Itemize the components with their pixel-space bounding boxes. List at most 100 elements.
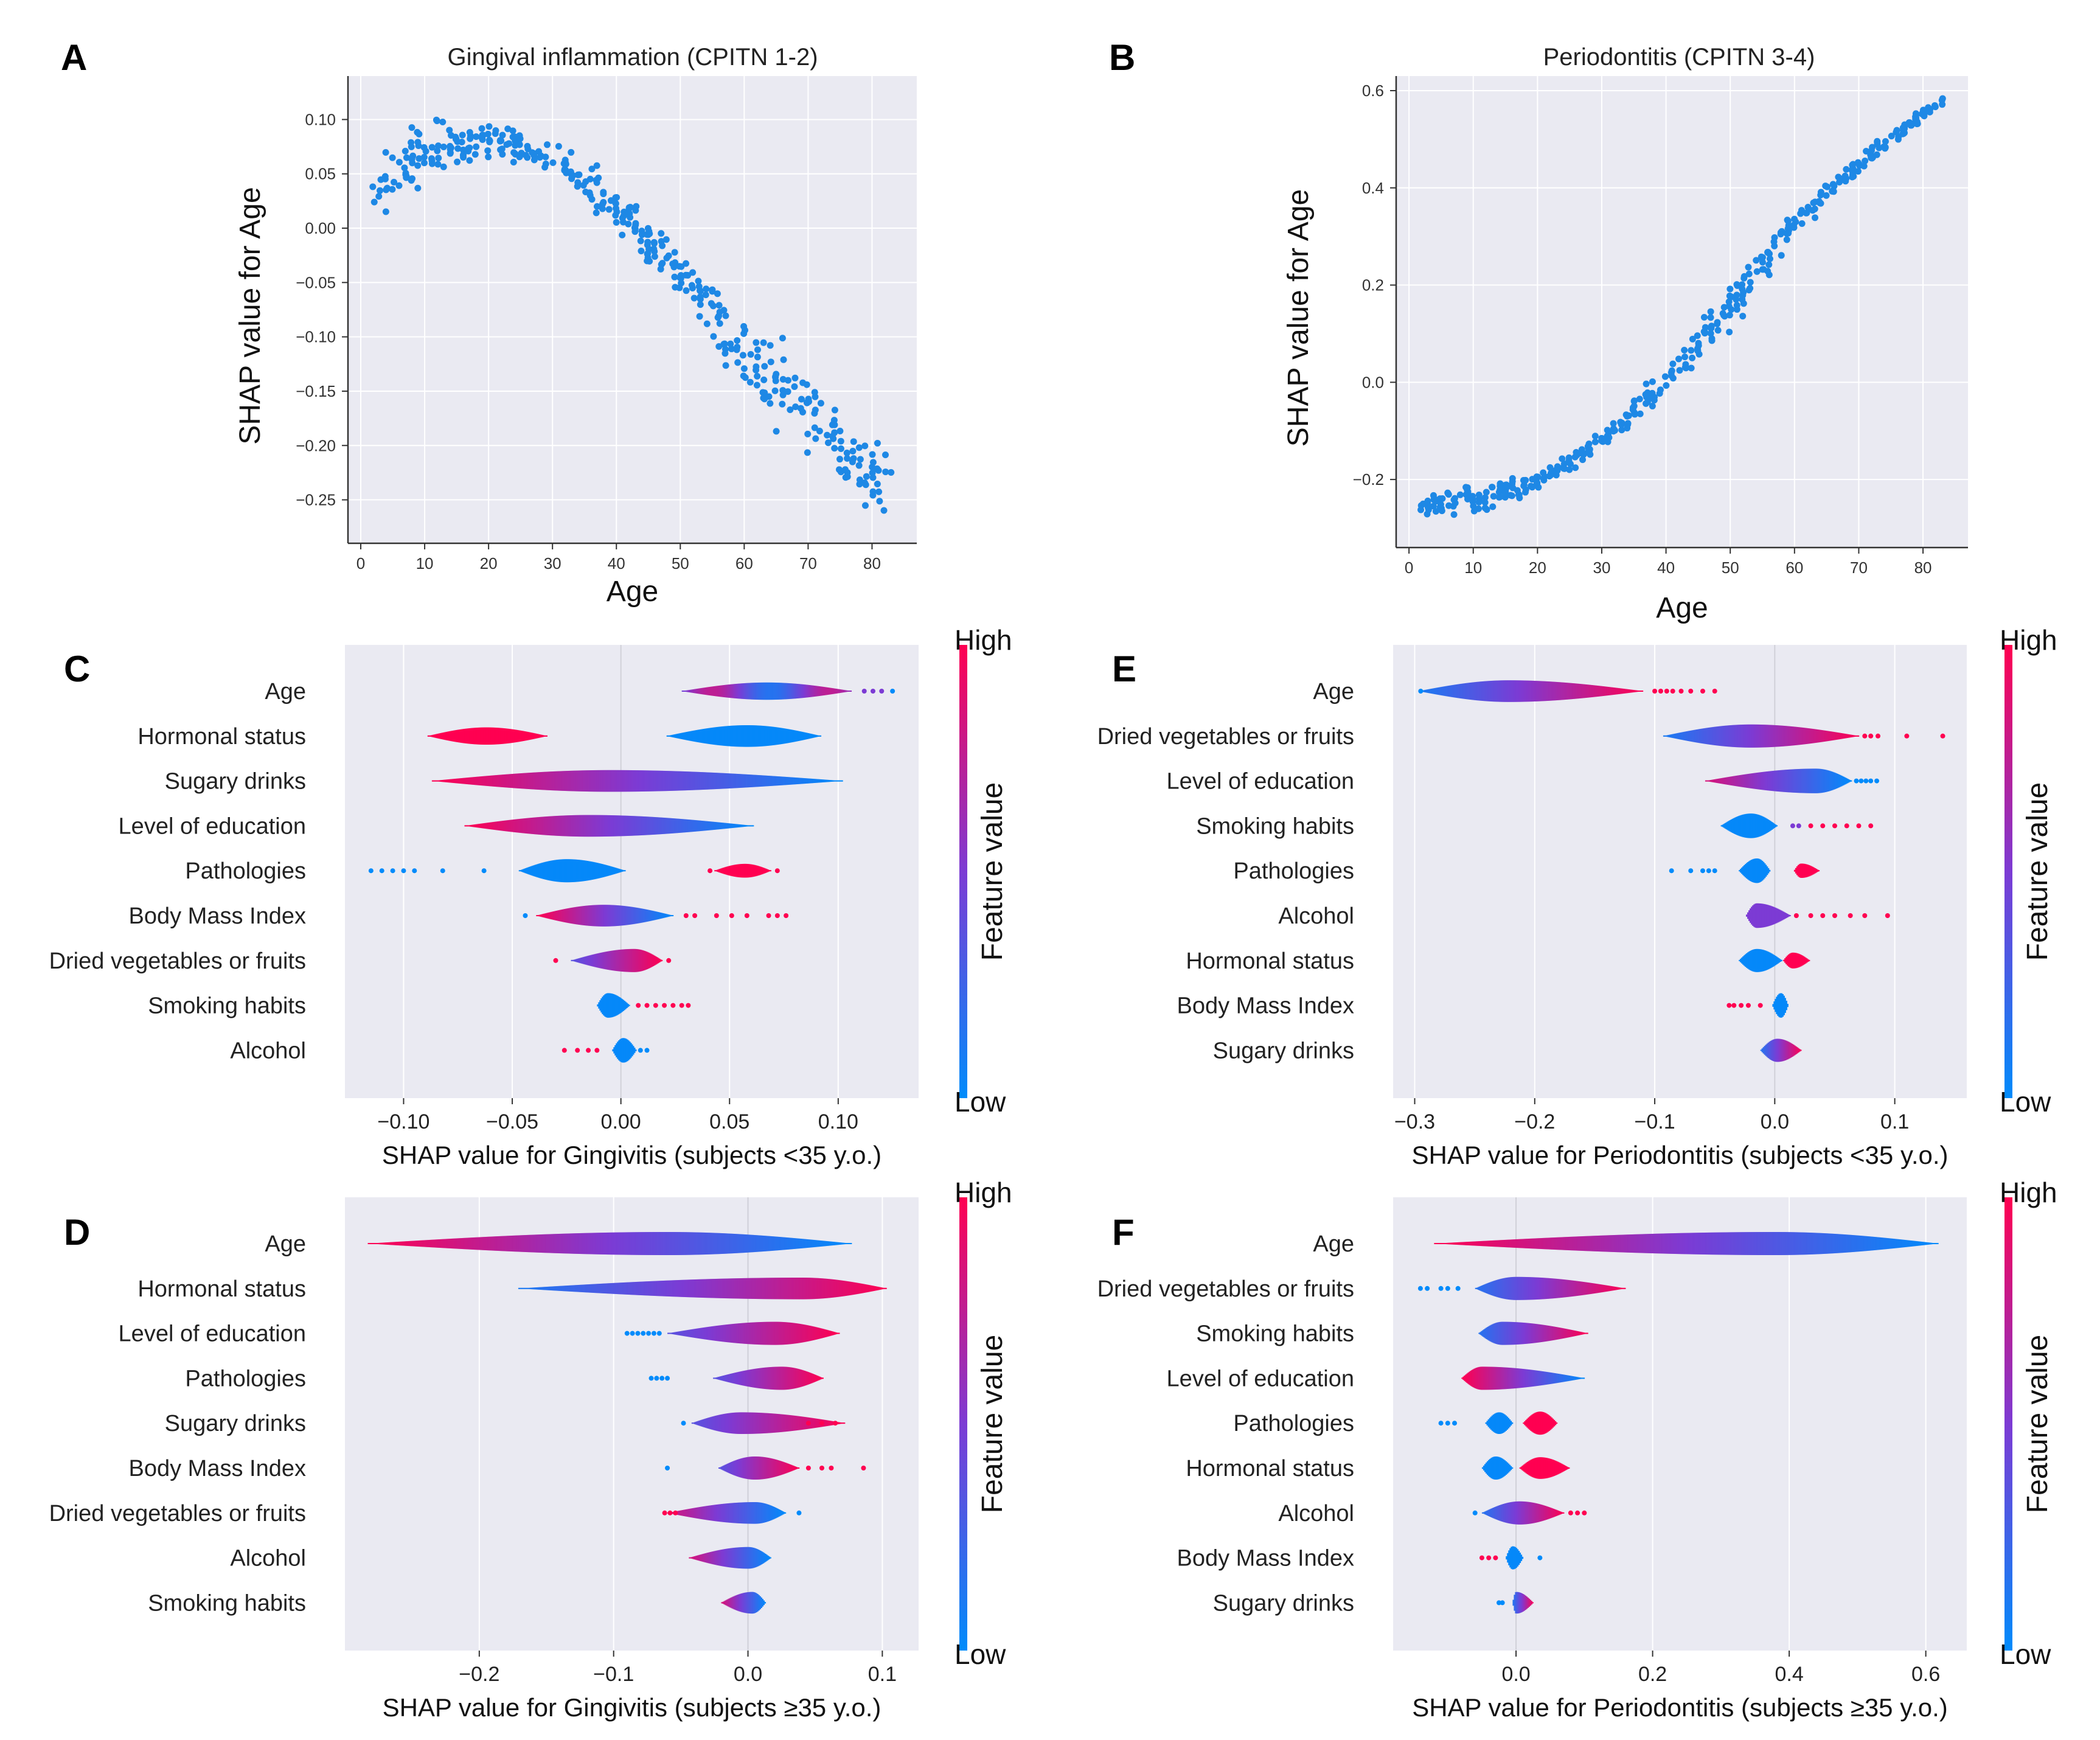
violin-strip (733, 1373, 735, 1384)
violin-strip (1762, 861, 1765, 880)
violin-strip (649, 770, 652, 792)
data-point (721, 350, 729, 357)
violin-strip (633, 1232, 635, 1255)
violin-strip (703, 821, 706, 831)
violin-strip (768, 1413, 770, 1433)
outlier-dot (586, 1048, 591, 1053)
violin-strip (855, 1282, 857, 1295)
violin-strip (439, 780, 441, 782)
violin-strip (766, 775, 768, 787)
violin-strip (793, 1368, 795, 1389)
violin-strip (580, 860, 582, 882)
data-point (1726, 329, 1733, 336)
violin-strip (578, 958, 580, 963)
violin-strip (709, 772, 711, 790)
violin-strip (1837, 773, 1839, 788)
violin-strip (761, 1456, 763, 1480)
violin-strip (779, 1461, 782, 1475)
violin-strip (718, 726, 721, 746)
violin-strip (798, 731, 800, 741)
violin-strip (720, 1550, 723, 1567)
violin-strip (724, 1375, 726, 1382)
violin-strip (635, 907, 638, 924)
violin-strip (682, 1331, 684, 1336)
violin-strip (849, 1281, 850, 1296)
violin-strip (1812, 768, 1815, 793)
violin-strip (835, 780, 837, 782)
feature-row (427, 725, 822, 747)
violin-strip (808, 1325, 811, 1342)
violin-strip (1789, 1232, 1792, 1255)
violin-strip (759, 1456, 761, 1480)
violin-strip (1759, 949, 1761, 972)
violin-strip (593, 861, 594, 880)
violin-strip (1816, 768, 1818, 793)
violin-strip (1835, 732, 1838, 740)
violin-strip (1484, 681, 1486, 701)
violin-strip (733, 773, 735, 788)
violin-strip (802, 732, 805, 740)
violin-strip (729, 1373, 732, 1383)
violin-strip (673, 1232, 676, 1255)
violin-strip (724, 823, 726, 829)
data-point (1676, 367, 1683, 374)
violin-strip (1788, 1232, 1790, 1255)
violin-strip (1784, 958, 1786, 963)
violin-strip (573, 859, 575, 882)
violin (427, 727, 548, 745)
violin-strip (1809, 865, 1812, 876)
violin-strip (573, 1233, 575, 1254)
violin-strip (700, 1232, 703, 1255)
violin-strip (690, 731, 693, 742)
violin-strip (664, 770, 666, 792)
violin-strip (807, 1239, 810, 1248)
violin-strip (660, 770, 662, 792)
violin-strip (464, 778, 467, 784)
violin-strip (839, 1280, 841, 1297)
violin-strip (1894, 1239, 1896, 1248)
violin-strip (1846, 734, 1849, 738)
violin-strip (724, 684, 726, 698)
violin-strip (594, 954, 596, 967)
data-point (1745, 287, 1753, 294)
violin-strip (1745, 813, 1747, 838)
data-point (1931, 103, 1939, 111)
violin-strip (1730, 776, 1731, 785)
violin-strip (1638, 1234, 1641, 1253)
violin-strip (729, 1324, 732, 1343)
violin-strip (1805, 768, 1807, 793)
violin-strip (695, 820, 697, 832)
data-point (670, 263, 678, 271)
violin-strip (1736, 725, 1738, 748)
data-point (588, 165, 596, 173)
data-point (369, 183, 377, 190)
violin-strip (1598, 1235, 1601, 1252)
violin-strip (434, 780, 436, 782)
violin-strip (1721, 1232, 1723, 1255)
violin-strip (1501, 1240, 1503, 1247)
violin-strip (1433, 688, 1435, 694)
violin-strip (737, 1323, 739, 1343)
violin-strip (571, 1285, 574, 1292)
violin-strip (734, 1460, 736, 1476)
violin-strip (1775, 908, 1778, 924)
violin-strip (591, 905, 594, 927)
violin-strip (685, 690, 687, 692)
violin-strip (743, 1323, 745, 1344)
feature-label: Dried vegetables or fruits (1097, 1276, 1354, 1302)
violin-strip (525, 818, 527, 833)
data-point (466, 129, 473, 136)
outlier-dot (644, 1048, 650, 1053)
violin-strip (1750, 1232, 1753, 1255)
violin-strip (1649, 1234, 1652, 1253)
violin-strip (542, 771, 544, 790)
violin-strip (749, 1592, 751, 1614)
x-axis-label: Age (607, 576, 658, 608)
violin-strip (675, 771, 677, 791)
violin-strip (542, 914, 544, 917)
violin-strip (1810, 728, 1812, 744)
violin-strip (788, 683, 790, 700)
data-point (716, 320, 723, 327)
violin-strip (767, 869, 769, 872)
violin-strip (1767, 1232, 1770, 1255)
